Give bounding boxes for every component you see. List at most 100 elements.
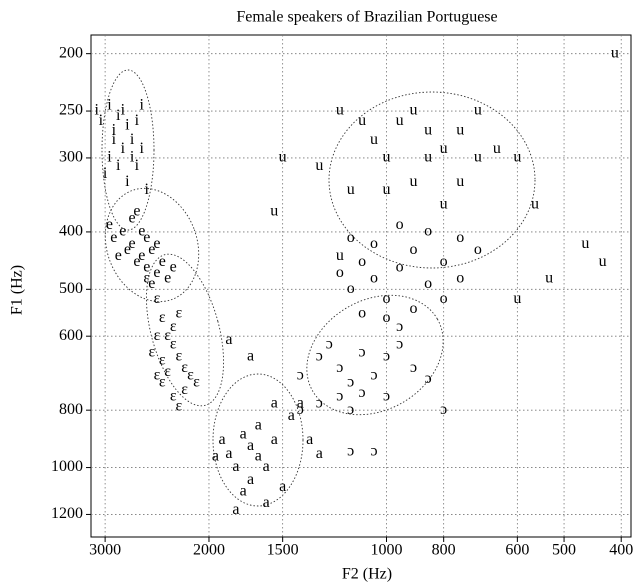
vowel-point: o	[410, 241, 418, 258]
vowel-point: a	[232, 458, 239, 475]
vowel-point: u	[370, 131, 378, 148]
vowel-point: a	[306, 431, 313, 448]
ellipse-e	[104, 187, 200, 303]
vowel-point: o	[358, 253, 366, 270]
vowel-point: ɔ	[336, 388, 343, 405]
vowel-point: a	[297, 394, 304, 411]
ellipses	[101, 69, 536, 507]
vowel-point: e	[106, 216, 113, 233]
vowel-point: i	[103, 165, 108, 182]
y-tick-label: 600	[59, 327, 83, 344]
vowel-point: a	[263, 494, 270, 511]
vowel-point: o	[424, 223, 432, 240]
vowel-point: o	[370, 235, 378, 252]
vowel-point: e	[148, 275, 155, 292]
vowel-point: u	[410, 173, 418, 190]
vowel-point: u	[456, 173, 464, 190]
vowel-point: i	[125, 117, 130, 134]
vowel-point: e	[170, 259, 177, 276]
vowel-point: ɔ	[410, 359, 417, 376]
vowel-point: ɔ	[396, 318, 403, 335]
vowel-point: i	[140, 140, 145, 157]
x-tick-label: 800	[432, 542, 456, 559]
x-tick-label: 1500	[267, 542, 299, 559]
vowel-point: o	[370, 269, 378, 286]
vowel-point: u	[581, 235, 589, 252]
vowel-point: u	[336, 247, 344, 264]
vowel-point: a	[271, 431, 278, 448]
vowel-point: e	[138, 223, 145, 240]
x-axis-label: F2 (Hz)	[342, 566, 392, 583]
vowel-point: ɛ	[170, 335, 177, 352]
vowel-point: ɛ	[154, 367, 161, 384]
vowel-point: ɔ	[359, 384, 366, 401]
vowel-point: a	[247, 347, 254, 364]
vowel-point: i	[121, 140, 126, 157]
vowel-point: ɛ	[181, 381, 188, 398]
vowel-point: a	[212, 448, 219, 465]
vowel-point: ɔ	[359, 343, 366, 360]
vowel-point: ɔ	[316, 394, 323, 411]
vowel-point: i	[112, 131, 117, 148]
y-axis-label: F1 (Hz)	[9, 265, 26, 315]
vowel-point: i	[135, 157, 140, 174]
vowel-point: e	[148, 241, 155, 258]
y-tick-label: 800	[59, 401, 83, 418]
vowel-point: i	[135, 112, 140, 129]
vowel-point: o	[383, 290, 391, 307]
vowel-point: o	[347, 280, 355, 297]
vowel-point: u	[315, 157, 323, 174]
vowel-point: ɔ	[336, 359, 343, 376]
vowel-point: ɛ	[175, 347, 182, 364]
vowel-point: ɛ	[148, 343, 155, 360]
vowel-point: ɛ	[143, 269, 150, 286]
y-tick-label: 500	[59, 280, 83, 297]
vowel-point: ɔ	[297, 401, 304, 418]
vowel-point: ɛ	[170, 318, 177, 335]
vowel-point: ɔ	[383, 388, 390, 405]
vowel-point: ɛ	[159, 309, 166, 326]
vowel-point: a	[225, 331, 232, 348]
vowel-point: ɔ	[370, 367, 377, 384]
vowel-point: i	[94, 102, 99, 119]
vowel-point: a	[288, 407, 295, 424]
vowel-point: e	[153, 235, 160, 252]
vowel-point: o	[410, 300, 418, 317]
vowel-point: i	[130, 131, 135, 148]
vowel-point: i	[130, 149, 135, 166]
vowel-point: u	[358, 112, 366, 129]
vowel-point: ɛ	[164, 363, 171, 380]
x-tick-label: 1000	[371, 542, 403, 559]
vowel-point: ɛ	[181, 359, 188, 376]
vowel-point: e	[143, 259, 150, 276]
vowel-point: a	[225, 445, 232, 462]
vowel-point: a	[219, 431, 226, 448]
vowel-point: e	[164, 269, 171, 286]
ellipse-u	[328, 91, 536, 269]
vowel-point: a	[255, 448, 262, 465]
vowel-point: ɛ	[159, 374, 166, 391]
vowel-point: a	[279, 478, 286, 495]
vowel-point: o	[474, 241, 482, 258]
vowel-point: ɛ	[154, 327, 161, 344]
vowel-point: ɔ	[440, 401, 447, 418]
vowel-point: e	[110, 229, 117, 246]
vowel-point: u	[545, 269, 553, 286]
vowel-point: u	[383, 181, 391, 198]
vowel-point: o	[440, 290, 448, 307]
vowel-point: u	[493, 140, 501, 157]
vowel-point: i	[116, 107, 121, 124]
vowel-point: i	[140, 97, 145, 114]
vowel-point: i	[125, 173, 130, 190]
vowel-point: ɛ	[175, 304, 182, 321]
vowel-point: a	[240, 483, 247, 500]
vowel-point: ɔ	[347, 401, 354, 418]
vowel-point: i	[121, 102, 126, 119]
vowel-point: e	[159, 253, 166, 270]
vowel-point: i	[99, 112, 104, 129]
vowel-point: o	[440, 253, 448, 270]
vowel-point: u	[474, 102, 482, 119]
vowel-point: u	[440, 195, 448, 212]
